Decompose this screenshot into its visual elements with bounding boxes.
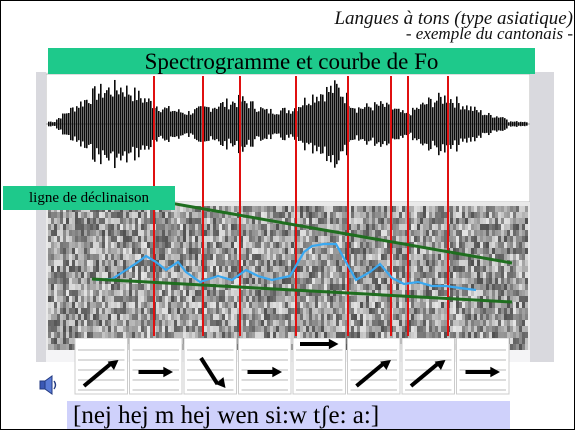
header-line-1: Langues à tons (type asiatique) <box>334 8 573 29</box>
tone-box <box>292 337 346 395</box>
tone-box <box>74 337 128 395</box>
declination-line-top <box>169 201 513 265</box>
tone-arrow-falling <box>199 356 220 386</box>
tone-box <box>401 337 455 395</box>
declination-label: ligne de déclinaison <box>3 186 175 210</box>
tone-box <box>183 337 237 395</box>
tone-arrow-rising <box>409 362 439 388</box>
tone-box <box>456 337 510 395</box>
tone-box <box>238 337 292 395</box>
header-line-2: - exemple du cantonais - <box>405 24 573 43</box>
ipa-transcription: [nej hej m hej wen si:w tʃe: a:] <box>67 401 510 429</box>
tone-box <box>129 337 183 395</box>
tone-contours-svg <box>74 337 510 395</box>
tone-arrow-rising <box>82 362 112 388</box>
declination-line-bottom <box>91 277 513 304</box>
speaker-icon[interactable] <box>38 374 60 396</box>
left-axis-strip <box>36 72 46 362</box>
f0-curve <box>95 242 477 292</box>
tone-arrow-rising <box>355 362 385 388</box>
page-title: Spectrogramme et courbe de Fo <box>48 48 535 74</box>
tone-contours <box>74 337 510 398</box>
tone-box <box>347 337 401 395</box>
right-axis-strip <box>530 72 554 362</box>
